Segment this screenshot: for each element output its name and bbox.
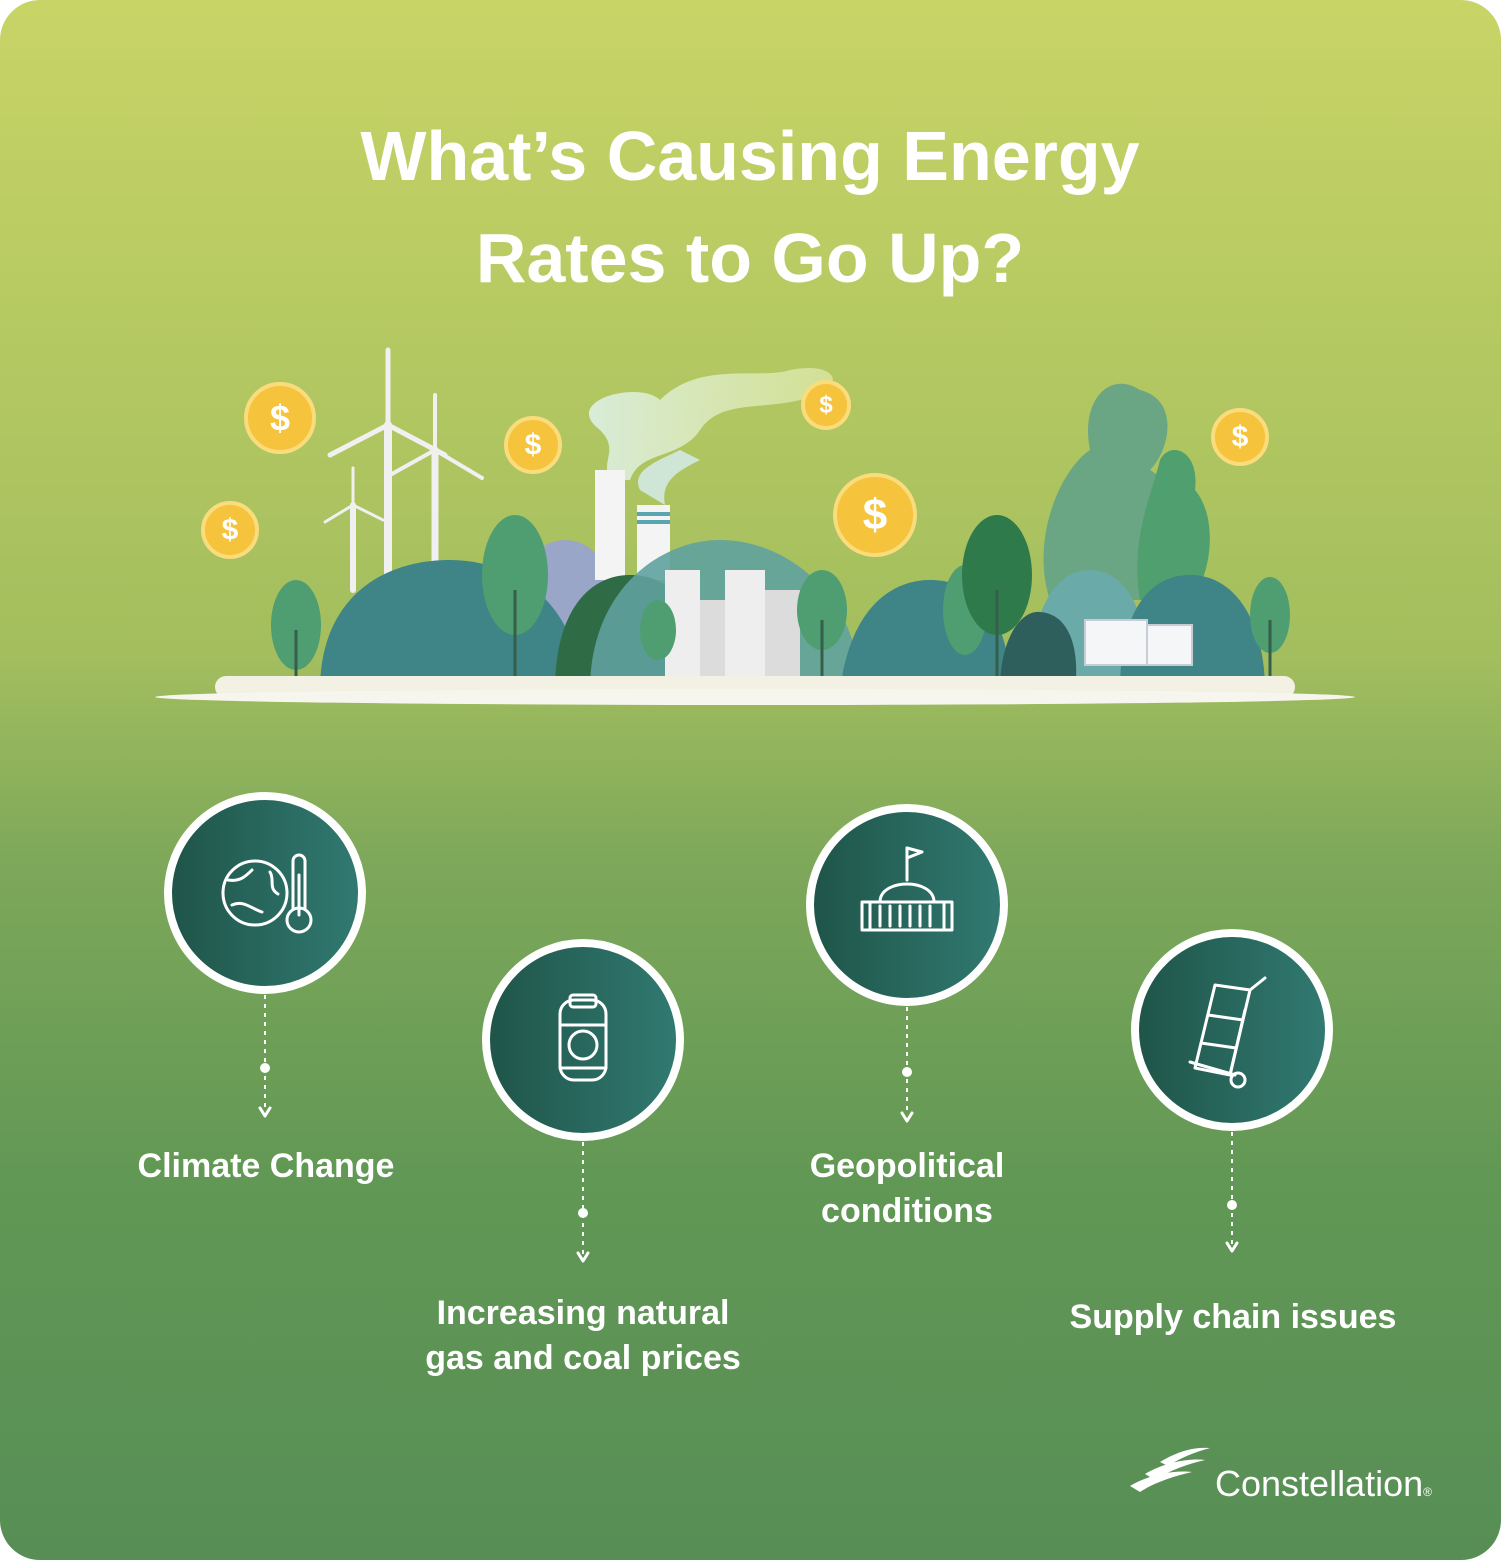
brand-name-text: Constellation — [1215, 1463, 1423, 1504]
brand-logo — [1130, 1447, 1210, 1492]
cause-label: Supply chain issues — [1070, 1298, 1397, 1336]
cause-label: Geopolitical — [810, 1147, 1005, 1185]
illustration: $ $ $ $ $ $ — [155, 347, 1355, 705]
coin-symbol: $ — [222, 514, 239, 547]
coin-symbol: $ — [819, 392, 833, 419]
cause-label: conditions — [821, 1192, 993, 1230]
coin-symbol: $ — [270, 398, 290, 439]
cause-label: Climate Change — [138, 1147, 395, 1185]
cause-label: Increasing natural — [437, 1294, 730, 1332]
coin-symbol: $ — [863, 491, 887, 540]
cause-label: gas and coal prices — [425, 1339, 741, 1377]
title-line: What’s Causing Energy — [360, 117, 1139, 195]
coin-symbol: $ — [525, 429, 542, 462]
title-line: Rates to Go Up? — [476, 219, 1024, 297]
brand-mark: ® — [1423, 1485, 1432, 1499]
cause-discs — [164, 792, 1333, 1263]
coin-symbol: $ — [1232, 421, 1249, 454]
brand-name: Constellation® — [1215, 1463, 1432, 1504]
